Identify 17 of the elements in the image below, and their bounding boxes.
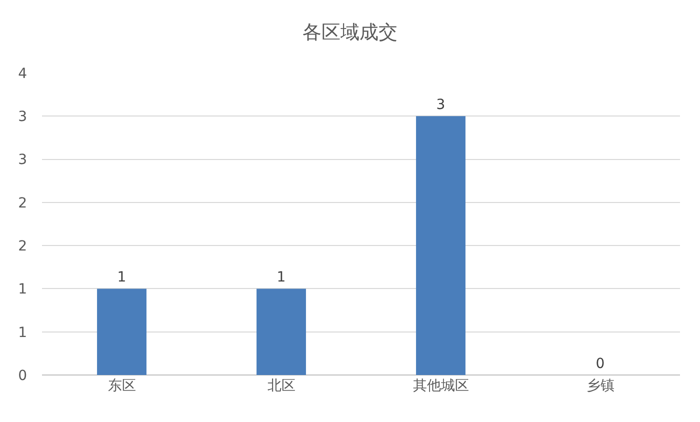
x-tick-label: 东区 [108, 378, 136, 394]
y-tick-label: 2 [18, 195, 27, 212]
y-tick-label: 1 [18, 282, 27, 298]
y-tick-label: 3 [18, 152, 27, 168]
data-label: 1 [117, 270, 126, 286]
data-label: 1 [276, 270, 286, 286]
chart-title: 各区域成交 [302, 21, 398, 44]
y-tick-label: 2 [18, 238, 27, 254]
y-tick-label: 1 [18, 324, 27, 341]
x-tick-label: 乡镇 [586, 378, 614, 394]
y-tick-label: 0 [18, 368, 27, 384]
x-tick-label: 北区 [267, 378, 296, 394]
y-tick-label: 4 [18, 66, 28, 82]
data-label: 3 [436, 97, 446, 114]
y-tick-label: 3 [18, 109, 27, 126]
data-label: 0 [596, 356, 605, 372]
x-tick-label: 其他城区 [412, 378, 469, 394]
